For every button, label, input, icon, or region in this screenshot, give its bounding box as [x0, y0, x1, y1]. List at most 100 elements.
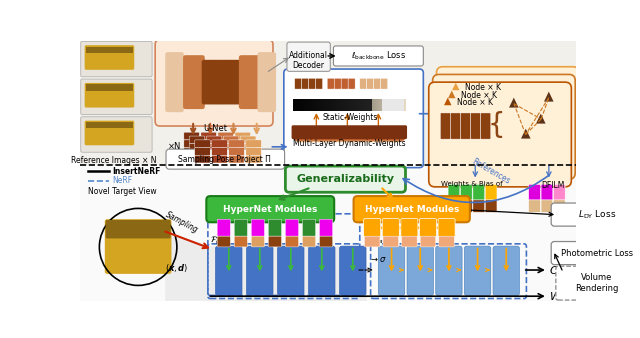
Bar	[86, 47, 132, 53]
Bar	[297, 99, 298, 112]
Bar	[353, 99, 355, 112]
Bar	[359, 99, 360, 112]
FancyBboxPatch shape	[155, 40, 273, 126]
Bar	[400, 99, 401, 112]
Bar	[331, 99, 332, 112]
Bar	[393, 99, 394, 112]
FancyBboxPatch shape	[206, 136, 222, 144]
FancyBboxPatch shape	[327, 78, 334, 89]
FancyBboxPatch shape	[465, 246, 491, 295]
FancyBboxPatch shape	[485, 185, 497, 200]
Bar	[347, 99, 348, 112]
FancyBboxPatch shape	[189, 136, 205, 144]
FancyBboxPatch shape	[105, 219, 172, 274]
FancyBboxPatch shape	[303, 236, 316, 247]
FancyBboxPatch shape	[493, 246, 520, 295]
Text: NeRF: NeRF	[113, 176, 132, 185]
FancyBboxPatch shape	[241, 151, 256, 159]
Bar	[332, 99, 333, 112]
FancyBboxPatch shape	[429, 82, 572, 187]
Text: Sampling: Sampling	[164, 210, 200, 235]
Bar	[371, 99, 372, 112]
FancyBboxPatch shape	[246, 140, 261, 148]
FancyBboxPatch shape	[556, 266, 638, 300]
FancyBboxPatch shape	[218, 148, 234, 155]
FancyBboxPatch shape	[382, 218, 399, 237]
FancyBboxPatch shape	[420, 236, 436, 247]
Bar	[377, 99, 378, 112]
Text: Generalizability: Generalizability	[296, 174, 394, 184]
Bar	[386, 99, 387, 112]
FancyBboxPatch shape	[218, 140, 234, 148]
Bar	[308, 99, 309, 112]
FancyBboxPatch shape	[284, 69, 423, 168]
Text: Novel Target View: Novel Target View	[88, 187, 156, 196]
Bar	[397, 99, 399, 112]
FancyBboxPatch shape	[433, 74, 575, 179]
Text: ▲: ▲	[544, 90, 554, 102]
FancyBboxPatch shape	[367, 78, 374, 89]
Bar	[298, 99, 300, 112]
Bar	[364, 99, 365, 112]
FancyBboxPatch shape	[461, 113, 470, 139]
FancyBboxPatch shape	[296, 128, 403, 142]
FancyBboxPatch shape	[554, 185, 565, 200]
Text: Node × K: Node × K	[461, 91, 497, 100]
Bar	[368, 99, 369, 112]
FancyBboxPatch shape	[287, 42, 330, 71]
Bar	[323, 99, 324, 112]
Bar	[379, 99, 380, 112]
FancyBboxPatch shape	[234, 236, 248, 247]
Bar	[401, 99, 402, 112]
Bar	[320, 99, 321, 112]
FancyBboxPatch shape	[206, 151, 222, 159]
Bar	[372, 99, 373, 112]
Text: U-Net: U-Net	[204, 124, 228, 133]
Text: DFILM: DFILM	[541, 181, 564, 190]
FancyBboxPatch shape	[448, 200, 460, 212]
FancyBboxPatch shape	[217, 219, 230, 236]
FancyBboxPatch shape	[383, 236, 399, 247]
FancyBboxPatch shape	[360, 78, 367, 89]
Bar	[355, 99, 356, 112]
Bar	[373, 99, 374, 112]
Bar	[311, 99, 312, 112]
FancyBboxPatch shape	[529, 200, 540, 212]
Bar	[327, 99, 328, 112]
FancyBboxPatch shape	[257, 52, 276, 112]
Bar	[340, 99, 341, 112]
FancyBboxPatch shape	[246, 148, 261, 155]
FancyBboxPatch shape	[229, 140, 244, 148]
Bar	[404, 99, 406, 112]
Bar	[80, 165, 576, 301]
Text: ▲: ▲	[509, 96, 519, 108]
Bar	[392, 99, 393, 112]
FancyBboxPatch shape	[461, 185, 472, 200]
FancyBboxPatch shape	[353, 196, 470, 222]
FancyBboxPatch shape	[402, 236, 417, 247]
FancyBboxPatch shape	[364, 218, 381, 237]
FancyBboxPatch shape	[195, 155, 210, 163]
FancyBboxPatch shape	[81, 79, 152, 115]
Bar	[387, 99, 388, 112]
FancyBboxPatch shape	[529, 185, 540, 200]
Bar	[296, 99, 297, 112]
FancyBboxPatch shape	[285, 219, 298, 236]
FancyBboxPatch shape	[235, 132, 250, 140]
FancyBboxPatch shape	[438, 218, 455, 237]
Bar	[369, 99, 370, 112]
Bar	[80, 41, 576, 165]
FancyBboxPatch shape	[206, 144, 222, 151]
Bar	[307, 99, 308, 112]
Bar	[390, 99, 391, 112]
FancyBboxPatch shape	[541, 185, 553, 200]
Bar	[316, 99, 317, 112]
FancyBboxPatch shape	[319, 236, 333, 247]
FancyBboxPatch shape	[436, 67, 579, 171]
Text: Multi-Layer Dynamic-Weights: Multi-Layer Dynamic-Weights	[293, 139, 406, 148]
Bar	[310, 99, 311, 112]
Text: {: {	[488, 111, 505, 139]
Text: $\mathcal{F}_{geo}$: $\mathcal{F}_{geo}$	[210, 235, 228, 247]
FancyBboxPatch shape	[401, 218, 418, 237]
FancyBboxPatch shape	[201, 140, 216, 148]
